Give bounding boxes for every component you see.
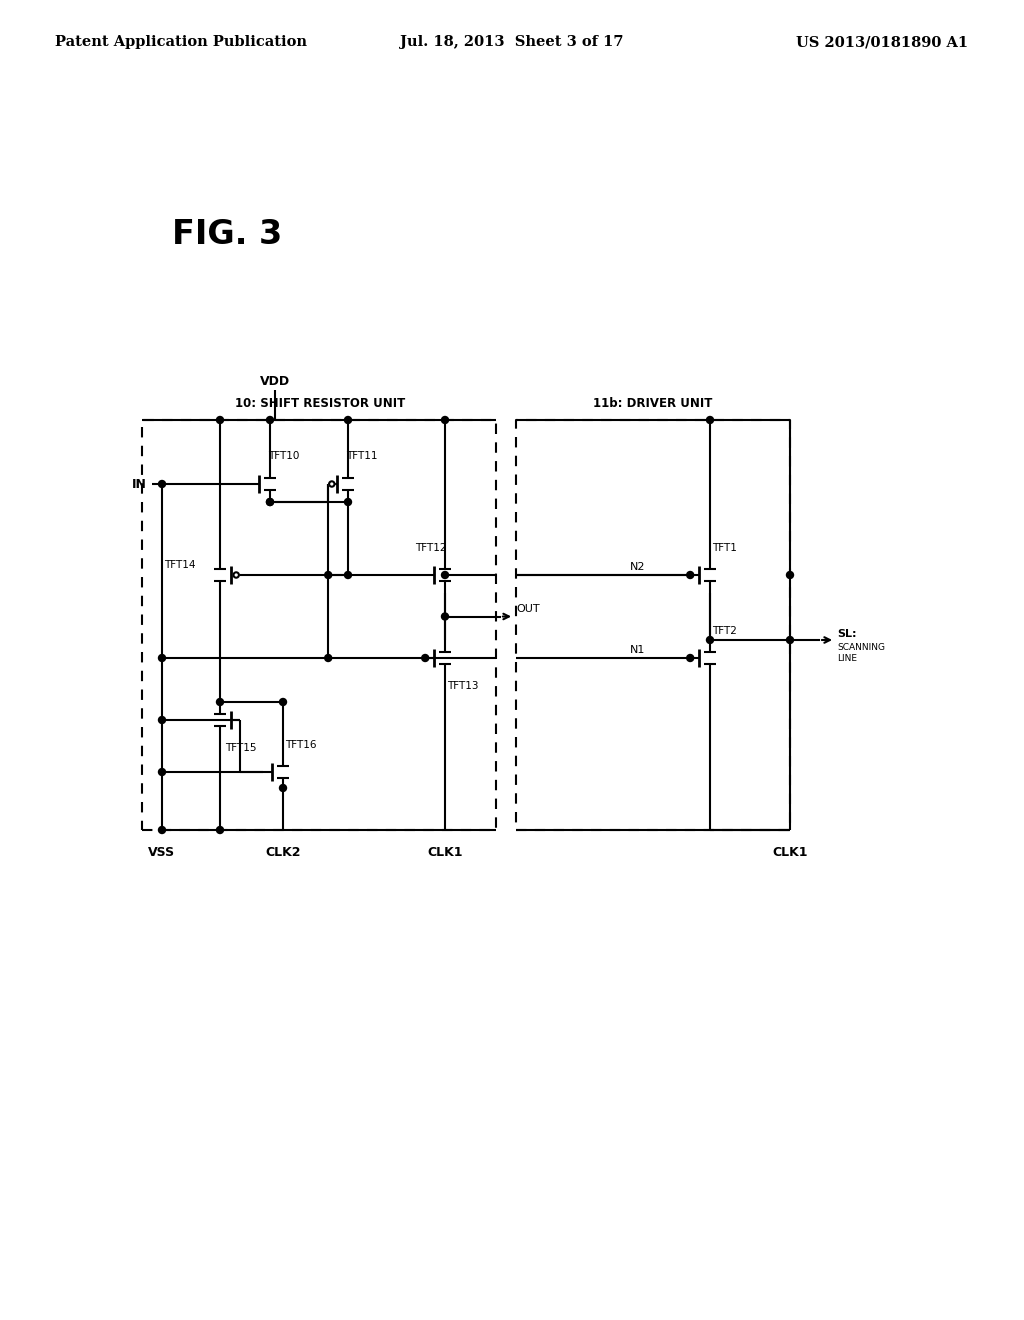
Circle shape xyxy=(441,612,449,620)
Circle shape xyxy=(266,499,273,506)
Text: SCANNING: SCANNING xyxy=(837,643,885,652)
Text: IN: IN xyxy=(132,478,147,491)
Text: CLK2: CLK2 xyxy=(265,846,301,859)
Text: TFT1: TFT1 xyxy=(712,543,737,553)
Circle shape xyxy=(266,417,273,424)
Text: TFT12: TFT12 xyxy=(416,543,447,553)
Text: TFT10: TFT10 xyxy=(268,451,299,461)
Circle shape xyxy=(280,698,287,705)
Circle shape xyxy=(786,636,794,644)
Circle shape xyxy=(687,572,693,578)
Text: TFT13: TFT13 xyxy=(447,681,478,690)
Circle shape xyxy=(786,572,794,578)
Circle shape xyxy=(159,717,166,723)
Text: VSS: VSS xyxy=(148,846,175,859)
Text: LINE: LINE xyxy=(837,653,857,663)
Text: N1: N1 xyxy=(630,645,645,655)
Text: Jul. 18, 2013  Sheet 3 of 17: Jul. 18, 2013 Sheet 3 of 17 xyxy=(400,36,624,49)
Text: VDD: VDD xyxy=(260,375,290,388)
Text: CLK1: CLK1 xyxy=(427,846,463,859)
Circle shape xyxy=(159,480,166,487)
Circle shape xyxy=(216,417,223,424)
Text: 10: SHIFT RESISTOR UNIT: 10: SHIFT RESISTOR UNIT xyxy=(234,397,406,411)
Circle shape xyxy=(325,655,332,661)
Text: TFT16: TFT16 xyxy=(285,741,316,750)
Circle shape xyxy=(422,655,429,661)
Text: N2: N2 xyxy=(630,562,645,572)
Text: TFT14: TFT14 xyxy=(164,560,196,570)
Circle shape xyxy=(329,482,335,487)
Circle shape xyxy=(344,417,351,424)
Text: FIG. 3: FIG. 3 xyxy=(172,219,283,252)
Text: TFT11: TFT11 xyxy=(346,451,378,461)
Circle shape xyxy=(707,417,714,424)
Circle shape xyxy=(441,417,449,424)
Circle shape xyxy=(280,784,287,792)
Circle shape xyxy=(441,572,449,578)
Text: TFT15: TFT15 xyxy=(225,743,256,752)
Circle shape xyxy=(344,572,351,578)
Circle shape xyxy=(266,499,273,506)
Text: 11b: DRIVER UNIT: 11b: DRIVER UNIT xyxy=(593,397,713,411)
Circle shape xyxy=(159,655,166,661)
Circle shape xyxy=(216,826,223,833)
Circle shape xyxy=(233,573,239,578)
Text: OUT: OUT xyxy=(516,605,540,615)
Text: US 2013/0181890 A1: US 2013/0181890 A1 xyxy=(796,36,968,49)
Text: TFT2: TFT2 xyxy=(712,626,737,636)
Circle shape xyxy=(216,698,223,705)
Circle shape xyxy=(344,499,351,506)
Circle shape xyxy=(325,572,332,578)
Circle shape xyxy=(159,826,166,833)
Circle shape xyxy=(707,636,714,644)
Text: Patent Application Publication: Patent Application Publication xyxy=(55,36,307,49)
Circle shape xyxy=(159,768,166,776)
Text: SL:: SL: xyxy=(837,630,856,639)
Text: CLK1: CLK1 xyxy=(772,846,808,859)
Circle shape xyxy=(687,655,693,661)
